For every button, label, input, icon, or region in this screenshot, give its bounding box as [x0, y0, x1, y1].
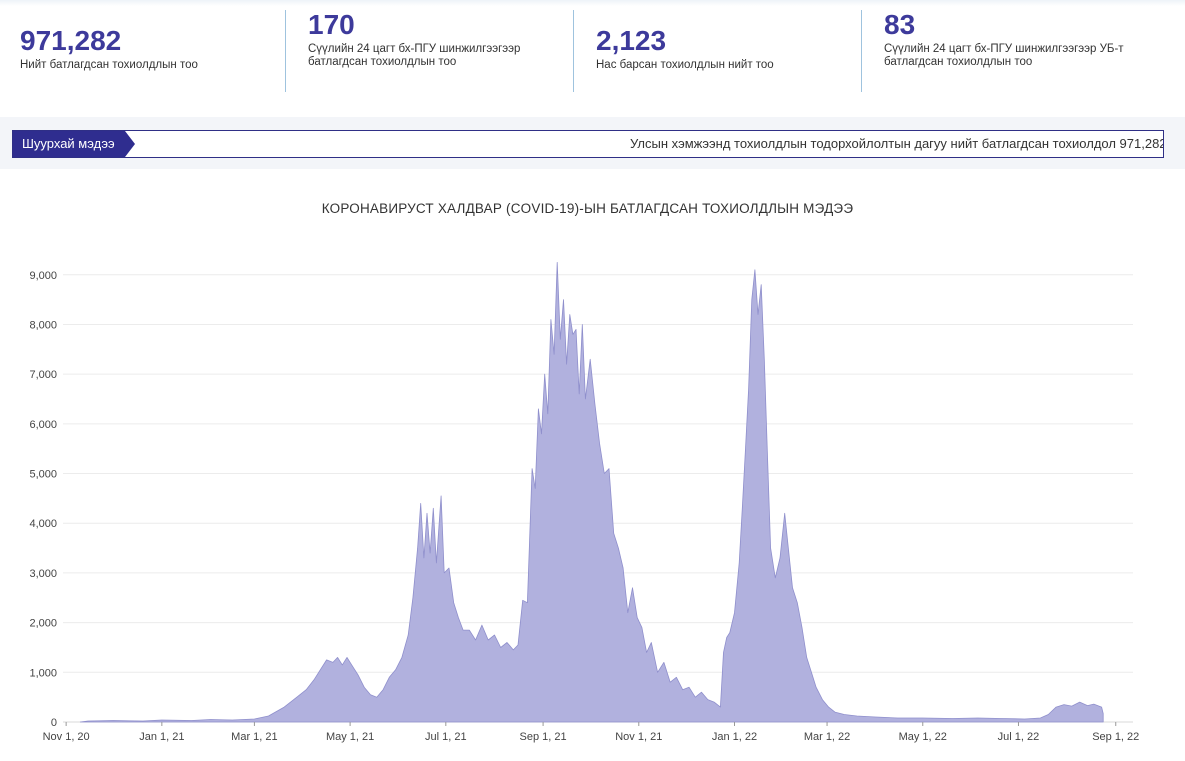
- y-tick-label: 4,000: [29, 518, 57, 530]
- stat-deaths-value: 2,123: [596, 25, 667, 56]
- y-tick-label: 0: [51, 717, 57, 729]
- top-border: [0, 0, 1185, 6]
- stat-last-24h-label-line1: Сүүлийн 24 цагт бх-ПГУ шинжилгээгээр: [308, 43, 521, 55]
- news-badge-arrow: [125, 131, 135, 157]
- y-tick-label: 3,000: [29, 568, 57, 580]
- x-tick-label: Nov 1, 20: [43, 731, 90, 743]
- news-badge: Шуурхай мэдээ: [13, 131, 125, 157]
- y-tick-label: 9,000: [29, 270, 57, 282]
- stat-total-confirmed: 971,282 Нийт батлагдсан тохиолдлын тоо: [20, 10, 270, 92]
- x-tick-label: Jul 1, 21: [425, 731, 467, 743]
- stat-last-24h-value: 170: [308, 9, 355, 40]
- news-ticker[interactable]: Шуурхай мэдээ Улсын хэмжээнд тохиолдлын …: [12, 130, 1164, 158]
- y-tick-label: 2,000: [29, 618, 57, 630]
- series-area-path: [79, 262, 1104, 723]
- stat-ub-last-24h: 83 Сүүлийн 24 цагт бх-ПГУ шинжилгээгээр …: [884, 10, 1179, 92]
- stat-last-24h-label-line2: батлагдсан тохиолдлын тоо: [308, 56, 457, 68]
- stats-panel: 971,282 Нийт батлагдсан тохиолдлын тоо 1…: [0, 8, 1185, 96]
- stat-last-24h: 170 Сүүлийн 24 цагт бх-ПГУ шинжилгээгээр…: [308, 10, 558, 92]
- y-tick-label: 1,000: [29, 667, 57, 679]
- x-tick-label: Jan 1, 21: [139, 731, 184, 743]
- x-tick-label: Mar 1, 22: [804, 731, 850, 743]
- x-tick-label: Sep 1, 21: [520, 731, 567, 743]
- y-axis: 0 1,000 2,000 3,000 4,000 5,000 6,000 7,000 8,00…: [29, 270, 57, 729]
- x-tick-label: Jan 1, 22: [712, 731, 757, 743]
- stat-divider: [573, 10, 574, 92]
- x-tick-label: Sep 1, 22: [1092, 731, 1139, 743]
- news-ticker-band: Шуурхай мэдээ Улсын хэмжээнд тохиолдлын …: [0, 117, 1185, 169]
- x-tick-label: May 1, 22: [899, 731, 947, 743]
- series-area: [79, 262, 1104, 723]
- x-tick-label: Jul 1, 22: [998, 731, 1040, 743]
- stat-divider: [861, 10, 862, 92]
- chart-title: КОРОНАВИРУСТ ХАЛДВАР (COVID-19)-ЫН БАТЛА…: [321, 201, 854, 216]
- x-axis: Nov 1, 20 Jan 1, 21 Mar 1, 21 May 1, 21 Jul …: [43, 722, 1139, 743]
- x-tick-label: May 1, 21: [326, 731, 374, 743]
- news-ticker-text[interactable]: Улсын хэмжээнд тохиолдлын тодорхойлолтын…: [630, 136, 1164, 151]
- x-tick-label: Nov 1, 21: [615, 731, 662, 743]
- y-tick-label: 7,000: [29, 369, 57, 381]
- stat-total-confirmed-value: 971,282: [20, 25, 122, 56]
- stat-ub-last-24h-label-line1: Сүүлийн 24 цагт бх-ПГУ шинжилгээгээр УБ-…: [884, 43, 1124, 55]
- y-tick-label: 5,000: [29, 469, 57, 481]
- y-tick-label: 6,000: [29, 419, 57, 431]
- stat-deaths-label: Нас барсан тохиолдлын нийт тоо: [596, 59, 774, 71]
- stat-total-confirmed-label: Нийт батлагдсан тохиолдлын тоо: [20, 59, 198, 71]
- stat-ub-last-24h-label: Сүүлийн 24 цагт бх-ПГУ шинжилгээгээр УБ-…: [884, 43, 1179, 69]
- x-tick-label: Mar 1, 21: [231, 731, 277, 743]
- stat-last-24h-label: Сүүлийн 24 цагт бх-ПГУ шинжилгээгээр бат…: [308, 43, 558, 69]
- stat-divider: [285, 10, 286, 92]
- y-tick-label: 8,000: [29, 319, 57, 331]
- stat-ub-last-24h-label-line2: батлагдсан тохиолдлын тоо: [884, 56, 1033, 68]
- stat-deaths: 2,123 Нас барсан тохиолдлын нийт тоо: [596, 10, 846, 92]
- stat-ub-last-24h-value: 83: [884, 9, 916, 40]
